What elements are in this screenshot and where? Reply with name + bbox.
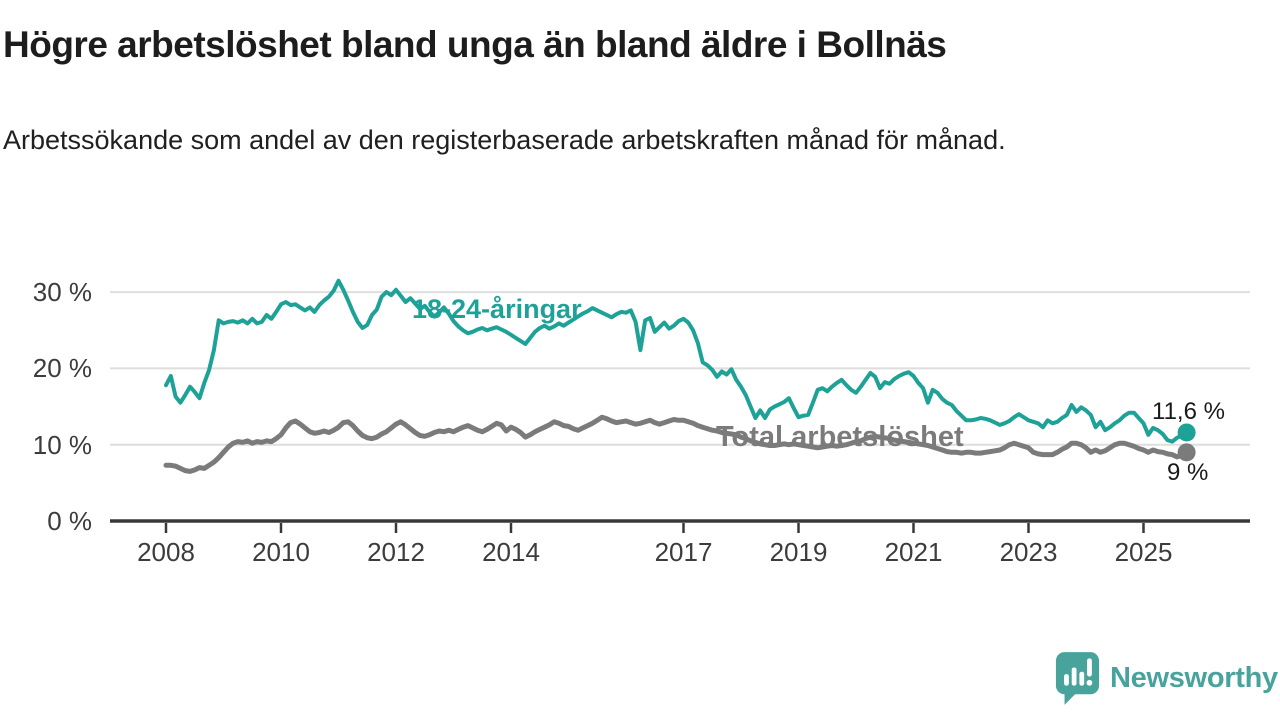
newsworthy-logo-text: Newsworthy — [1110, 661, 1278, 694]
x-tick-label: 2019 — [769, 537, 828, 567]
series-end-dot — [1177, 443, 1196, 462]
end-value-label-young: 11,6 % — [1152, 398, 1225, 425]
y-tick-label: 20 % — [32, 353, 92, 384]
y-tick-label: 30 % — [32, 277, 92, 308]
x-tick-label: 2012 — [367, 537, 425, 567]
series-end-dot — [1177, 423, 1196, 442]
x-tick-label: 2008 — [137, 537, 195, 567]
series-line — [163, 414, 1190, 474]
series-label-young: 18-24-åringar — [412, 294, 582, 324]
bar-chart-speech-bubble-icon — [1055, 652, 1100, 705]
page-title: Högre arbetslöshet bland unga än bland ä… — [3, 24, 947, 65]
x-tick-label: 2014 — [482, 537, 540, 567]
newsworthy-logo: Newsworthy — [1054, 650, 1278, 706]
x-tick-label: 2023 — [999, 537, 1058, 567]
series-line — [164, 278, 1189, 444]
y-tick-label: 0 % — [47, 506, 92, 536]
y-tick-label: 10 % — [32, 429, 92, 460]
chart-subtitle: Arbetssökande som andel av den registerb… — [3, 125, 1006, 155]
x-tick-label: 2010 — [252, 537, 310, 567]
x-tick-label: 2025 — [1114, 537, 1173, 567]
x-tick-label: 2017 — [654, 537, 713, 567]
x-tick-label: 2021 — [884, 537, 943, 567]
series-label-total: Total arbetslöshet — [716, 421, 964, 453]
end-value-label-total: 9 % — [1167, 459, 1209, 486]
